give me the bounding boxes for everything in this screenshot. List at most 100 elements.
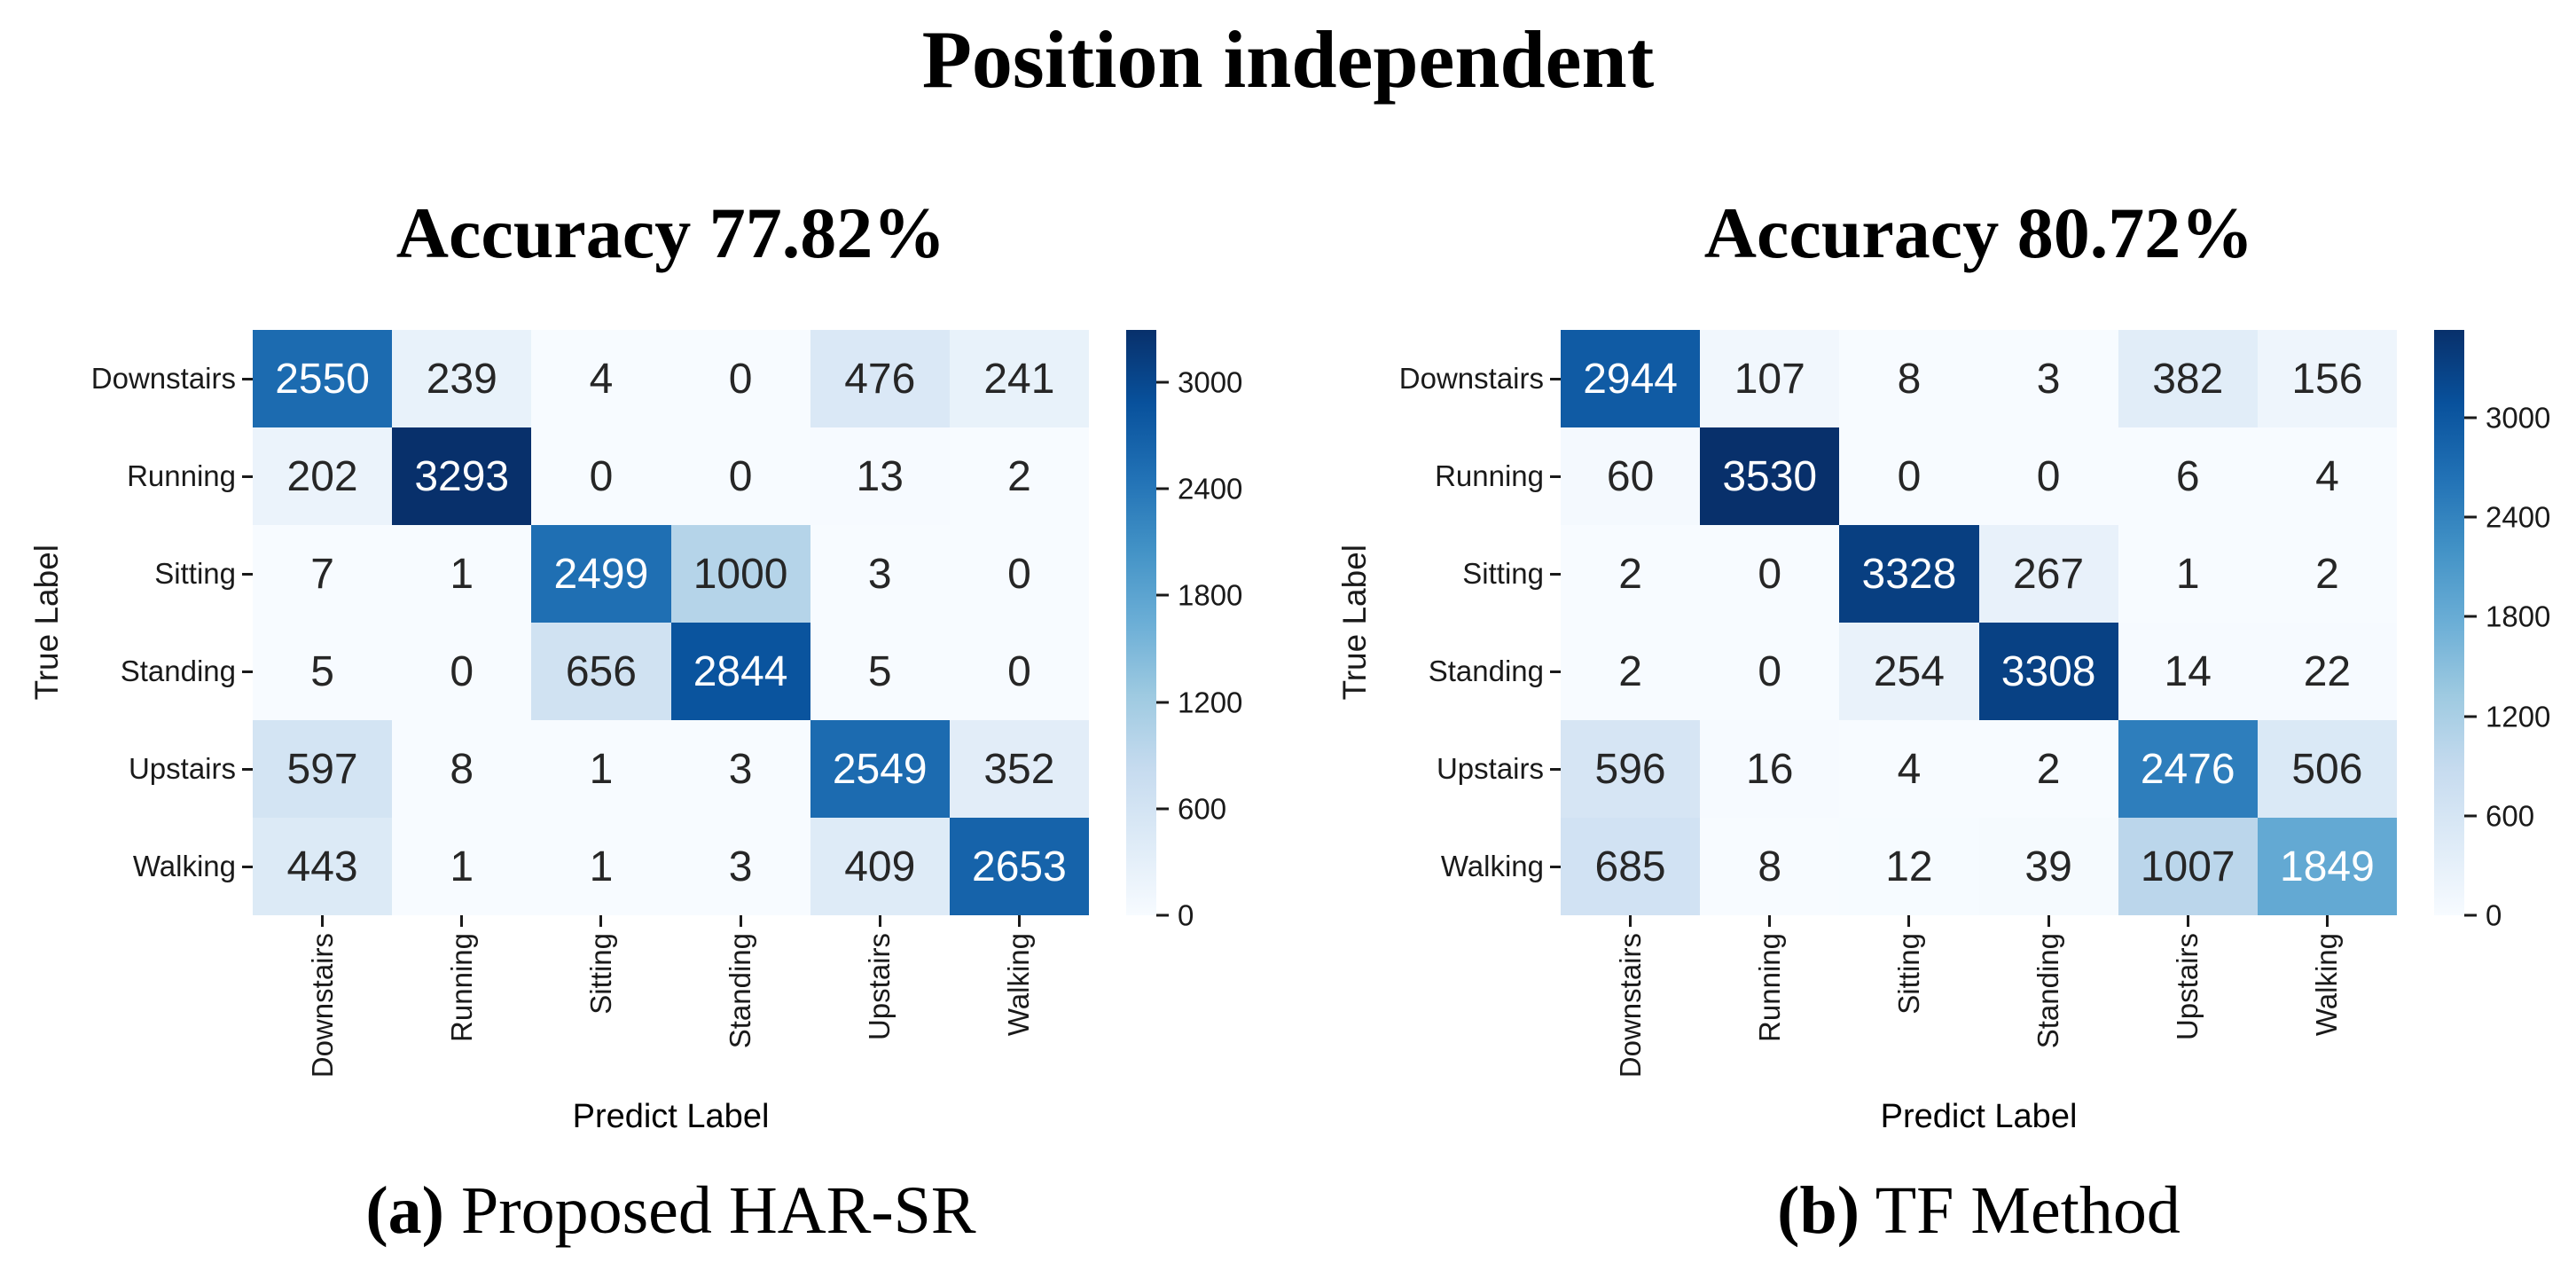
y-tick-label: Sitting [0, 525, 253, 623]
x-tick-mark [321, 915, 325, 927]
x-tick-label: Standing [724, 933, 757, 1049]
y-tick-mark [242, 377, 253, 380]
y-tick-mark [1550, 377, 1561, 380]
matrix-cell: 5 [253, 623, 393, 720]
matrix-cell: 656 [531, 623, 671, 720]
y-tick-label: Running [0, 427, 253, 525]
x-tick-labels: Downstairs Running Sitting Standing Upstairs… [253, 933, 1089, 1106]
matrix-cell: 3293 [392, 427, 532, 525]
x-axis-title: Predict Label [1880, 1098, 2078, 1135]
matrix-cell: 267 [1978, 525, 2118, 623]
y-tick-labels: Downstairs Running Sitting Standing Upstairs… [1308, 330, 1561, 915]
y-tick-mark [1550, 572, 1561, 576]
x-tick-mark [739, 915, 742, 927]
colorbar-gradient [2434, 330, 2464, 915]
matrix-cell: 352 [949, 720, 1089, 818]
x-tick-mark [1629, 915, 1633, 927]
matrix-cell: 3 [1978, 330, 2118, 427]
matrix-cell: 4 [2257, 427, 2397, 525]
matrix-cell: 107 [1700, 330, 1840, 427]
y-tick-label: Upstairs [0, 720, 253, 818]
matrix-cell: 597 [253, 720, 393, 818]
colorbar-tick-label: 3000 [1178, 365, 1243, 399]
matrix-cell: 3 [670, 720, 810, 818]
matrix-cell: 2 [949, 427, 1089, 525]
colorbar-tick-mark [2464, 715, 2477, 718]
matrix-cell: 1000 [670, 525, 810, 623]
matrix-cell: 596 [1561, 720, 1701, 818]
colorbar-tick-mark [2464, 913, 2477, 917]
matrix-cell: 3530 [1700, 427, 1840, 525]
colorbar-tick-label: 600 [1178, 792, 1227, 826]
x-tick-mark [460, 915, 464, 927]
colorbar-tick-label: 1800 [1178, 578, 1243, 612]
x-tick-mark [1768, 915, 1772, 927]
x-tick-labels: Downstairs Running Sitting Standing Upstairs… [1561, 933, 2397, 1106]
matrix-cell: 8 [392, 720, 532, 818]
matrix-cell: 22 [2257, 623, 2397, 720]
matrix-cell: 4 [531, 330, 671, 427]
y-tick-mark [242, 474, 253, 478]
matrix-cell: 1 [531, 720, 671, 818]
panel-caption: (a) Proposed HAR-SR [164, 1172, 1178, 1250]
colorbar: 0 600 1200 1800 2400 3000 [1126, 330, 1304, 930]
matrix-cell: 202 [253, 427, 393, 525]
y-tick-label: Downstairs [0, 330, 253, 427]
x-axis-title: Predict Label [572, 1098, 770, 1135]
accuracy-title: Accuracy 77.82% [395, 192, 946, 274]
confusion-matrix: 2550 239 4 0 476 241 202 3293 0 0 13 2 7 1 2499 1000 3 0 5… [253, 330, 1089, 915]
matrix-cell: 2 [1561, 623, 1701, 720]
panel-caption: (b) TF Method [1472, 1172, 2486, 1250]
matrix-cell: 2 [1978, 720, 2118, 818]
colorbar-tick-label: 0 [1178, 898, 1194, 932]
colorbar-tick-mark [2464, 615, 2477, 618]
matrix-cell: 13 [810, 427, 950, 525]
colorbar-tick-mark [1156, 487, 1169, 490]
x-tick-mark [2325, 915, 2329, 927]
matrix-cell: 2944 [1561, 330, 1701, 427]
matrix-cell: 2653 [949, 818, 1089, 915]
colorbar-tick-mark [1156, 380, 1169, 384]
colorbar: 0 600 1200 1800 2400 3000 [2434, 330, 2576, 930]
matrix-cell: 4 [1839, 720, 1979, 818]
matrix-cell: 5 [810, 623, 950, 720]
colorbar-gradient [1126, 330, 1156, 915]
x-tick-label: Downstairs [305, 933, 339, 1078]
colorbar-tick-label: 1200 [2486, 700, 2551, 733]
y-tick-label: Walking [1308, 818, 1561, 915]
y-tick-label: Walking [0, 818, 253, 915]
y-tick-label: Upstairs [1308, 720, 1561, 818]
colorbar-tick-mark [1156, 701, 1169, 703]
y-tick-label: Standing [0, 623, 253, 720]
x-tick-mark [2047, 915, 2050, 927]
x-tick-label: Upstairs [2171, 933, 2204, 1041]
matrix-cell: 0 [531, 427, 671, 525]
colorbar-tick-label: 2400 [1178, 472, 1243, 506]
matrix-cell: 1007 [2118, 818, 2258, 915]
x-tick-label: Sitting [1891, 933, 1925, 1015]
matrix-cell: 1 [531, 818, 671, 915]
matrix-cell: 7 [253, 525, 393, 623]
matrix-cell: 3 [670, 818, 810, 915]
matrix-cell: 476 [810, 330, 950, 427]
matrix-cell: 0 [670, 330, 810, 427]
accuracy-title: Accuracy 80.72% [1703, 192, 2254, 274]
x-tick-label: Sitting [583, 933, 617, 1015]
matrix-cell: 16 [1700, 720, 1840, 818]
matrix-cell: 2550 [253, 330, 393, 427]
x-tick-label: Upstairs [863, 933, 897, 1041]
matrix-cell: 0 [949, 623, 1089, 720]
caption-text: TF Method [1875, 1173, 2181, 1248]
colorbar-tick-mark [1156, 807, 1169, 811]
y-tick-label: Sitting [1308, 525, 1561, 623]
y-tick-label: Downstairs [1308, 330, 1561, 427]
y-tick-mark [1550, 767, 1561, 771]
y-tick-mark [242, 670, 253, 673]
matrix-cell: 14 [2118, 623, 2258, 720]
matrix-cell: 3308 [1978, 623, 2118, 720]
caption-tag: (a) [365, 1173, 444, 1248]
colorbar-tick-label: 1200 [1178, 686, 1243, 718]
matrix-cell: 239 [392, 330, 532, 427]
matrix-cell: 0 [392, 623, 532, 720]
matrix-cell: 0 [670, 427, 810, 525]
